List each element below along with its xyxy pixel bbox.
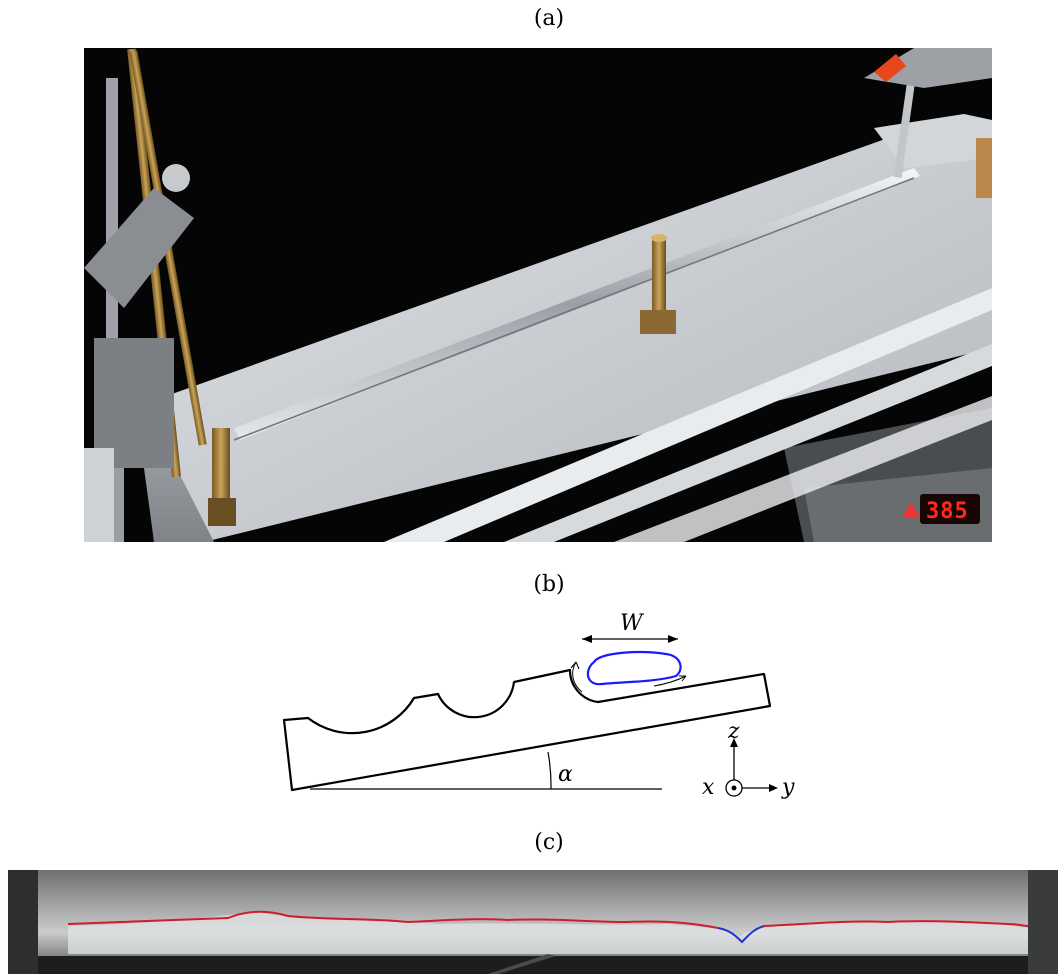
plate-cross-section xyxy=(282,668,772,792)
rivulet-outline xyxy=(586,650,682,686)
angle-arc xyxy=(547,751,552,790)
flow-arrow-right xyxy=(653,675,687,687)
clamp-stand-right xyxy=(864,48,992,198)
rivulet-edge-profile-red xyxy=(67,910,719,929)
panel-label-b: (b) xyxy=(533,572,565,597)
photo-inclined-plate-setup: 385 xyxy=(84,48,992,542)
rivulet-edge-profile-red-right xyxy=(763,920,1029,927)
coordinate-axes: z x y xyxy=(702,719,795,800)
axis-y-label: y xyxy=(781,775,795,800)
temperature-readout: 385 xyxy=(926,499,969,524)
panel-label-a: (a) xyxy=(533,6,565,31)
cross-section-schematic: α W z x y xyxy=(270,606,810,806)
angle-alpha-label: α xyxy=(558,762,573,787)
hot-plate: 385 xyxy=(784,408,992,542)
clamp-stand-left xyxy=(84,48,236,542)
width-label: W xyxy=(620,611,645,636)
flow-arrow-left xyxy=(572,661,583,693)
central-bolt xyxy=(640,234,676,334)
axis-x-label: x xyxy=(702,775,715,800)
axis-z-label: z xyxy=(727,719,740,744)
rivulet-edge-profile-blue xyxy=(717,925,765,944)
panel-label-c: (c) xyxy=(534,830,564,855)
photo-rivulet-top-view xyxy=(8,870,1058,974)
